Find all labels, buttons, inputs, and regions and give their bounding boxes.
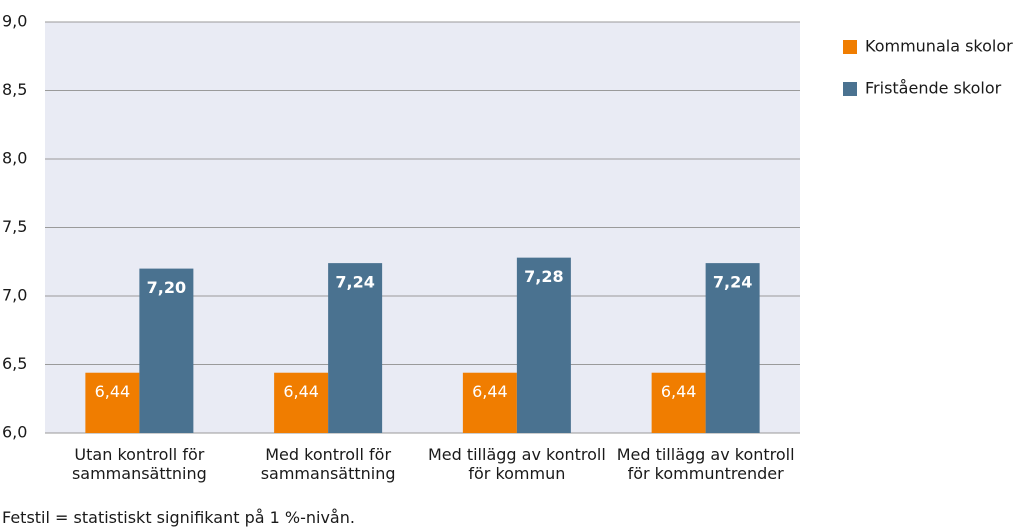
bar (274, 372, 329, 433)
y-tick-label: 7,0 (2, 286, 27, 305)
y-tick-label: 8,0 (2, 149, 27, 168)
footnote: Fetstil = statistiskt signifikant på 1 %… (2, 508, 355, 527)
legend-label: Kommunala skolor (865, 37, 1013, 56)
legend-swatch (843, 82, 857, 96)
value-label: 6,44 (661, 382, 697, 401)
bar (462, 372, 517, 433)
value-label: 7,28 (524, 267, 563, 286)
value-label: 6,44 (283, 382, 319, 401)
bar (516, 257, 571, 433)
y-tick-label: 7,5 (2, 217, 27, 236)
bar (705, 263, 760, 433)
bar (85, 372, 140, 433)
x-tick-label: Med tillägg av kontroll för kommuntrende… (616, 445, 795, 483)
y-tick-label: 9,0 (2, 12, 27, 31)
bar (328, 263, 383, 433)
legend-swatch (843, 40, 857, 54)
value-label: 6,44 (95, 382, 131, 401)
value-label: 7,20 (147, 278, 186, 297)
value-label: 6,44 (472, 382, 508, 401)
legend-label: Fristående skolor (865, 79, 1002, 98)
y-tick-label: 8,5 (2, 80, 27, 99)
x-tick-label: Utan kontroll för sammansättning (71, 445, 207, 483)
y-tick-label: 6,5 (2, 354, 27, 373)
y-tick-label: 6,0 (2, 423, 27, 442)
bar (651, 372, 706, 433)
x-tick-label: Med tillägg av kontroll för kommun (427, 445, 606, 483)
value-label: 7,24 (713, 273, 752, 292)
bar (139, 268, 194, 433)
x-tick-label: Med kontroll för sammansättning (260, 445, 396, 483)
value-label: 7,24 (335, 273, 374, 292)
